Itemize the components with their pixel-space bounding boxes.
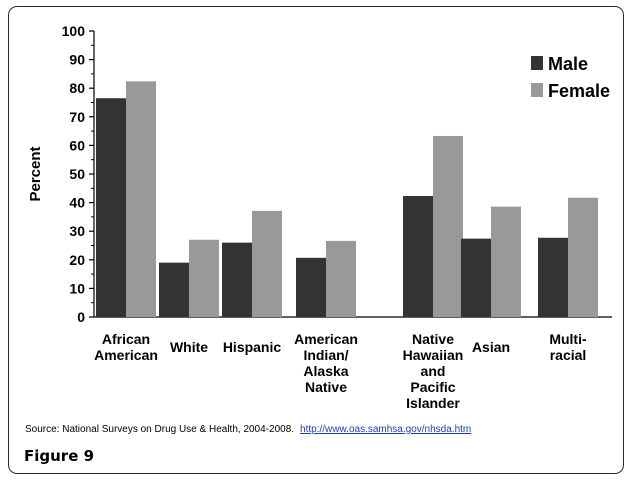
x-category-label-line: American bbox=[294, 331, 358, 347]
bar-male bbox=[96, 98, 126, 318]
bar-male bbox=[461, 238, 491, 317]
figure-label: Figure 9 bbox=[24, 447, 95, 465]
x-category-label: Hispanic bbox=[223, 339, 282, 355]
bar-male bbox=[538, 237, 568, 317]
source-text: Source: National Surveys on Drug Use & H… bbox=[25, 424, 295, 435]
y-tick-label: 10 bbox=[69, 280, 85, 296]
x-category-label-line: African bbox=[102, 331, 150, 347]
x-category-label: White bbox=[170, 339, 208, 355]
x-category-label-line: Multi- bbox=[549, 331, 587, 347]
x-category-label-line: Hispanic bbox=[223, 339, 282, 355]
x-category-label-line: Native bbox=[412, 331, 454, 347]
y-tick-label: 20 bbox=[69, 252, 85, 268]
x-category-label: Asian bbox=[472, 339, 510, 355]
chart-bars bbox=[96, 81, 598, 318]
chart-legend: Male Female bbox=[531, 54, 610, 101]
legend-swatch-male bbox=[531, 56, 543, 70]
x-category-label-line: White bbox=[170, 339, 208, 355]
x-category-label: American Indian/Alaska Native bbox=[294, 331, 358, 395]
y-tick-label: 40 bbox=[69, 195, 85, 211]
y-tick-label: 80 bbox=[69, 80, 85, 96]
bar-male bbox=[403, 196, 433, 317]
y-tick-label: 70 bbox=[69, 109, 85, 125]
x-category-label-line: racial bbox=[550, 347, 587, 363]
legend-label-male: Male bbox=[548, 54, 588, 74]
x-category-label-line: Native bbox=[305, 379, 347, 395]
x-category-label: Multi-racial bbox=[549, 331, 587, 363]
y-tick-label: 60 bbox=[69, 137, 85, 153]
bar-female bbox=[126, 81, 156, 317]
source-link[interactable]: http://www.oas.samhsa.gov/nhsda.htm bbox=[300, 424, 472, 435]
bar-female bbox=[326, 240, 356, 317]
bar-male bbox=[296, 257, 326, 317]
bar-female bbox=[491, 206, 521, 317]
bar-male bbox=[222, 242, 252, 317]
y-tick-label: 90 bbox=[69, 52, 85, 68]
chart-labels: African American White Hispanic American Indi… bbox=[94, 331, 587, 411]
x-category-label-line: Pacific bbox=[410, 379, 455, 395]
x-category-label-line: American bbox=[94, 347, 158, 363]
x-category-label-line: Hawaiian bbox=[403, 347, 464, 363]
x-category-label-line: Alaska bbox=[303, 363, 348, 379]
legend-label-female: Female bbox=[548, 81, 610, 101]
source-note: Source: National Surveys on Drug Use & H… bbox=[25, 424, 471, 435]
bar-female bbox=[252, 210, 282, 317]
x-category-label-line: Islander bbox=[406, 395, 460, 411]
y-tick-label: 0 bbox=[77, 309, 85, 325]
x-category-label-line: Asian bbox=[472, 339, 510, 355]
bar-female bbox=[433, 135, 463, 317]
bar-male bbox=[159, 262, 189, 317]
y-tick-label: 30 bbox=[69, 223, 85, 239]
x-category-label: Native Hawaiian and Pacific Islander bbox=[403, 331, 464, 411]
y-tick-label: 100 bbox=[62, 23, 86, 39]
y-tick-label: 50 bbox=[69, 166, 85, 182]
y-axis-title: Percent bbox=[27, 146, 44, 201]
bar-female bbox=[189, 239, 219, 317]
x-category-label-line: and bbox=[421, 363, 446, 379]
x-category-label: African American bbox=[94, 331, 158, 363]
bar-female bbox=[568, 197, 598, 317]
legend-swatch-female bbox=[531, 83, 543, 97]
x-category-label-line: Indian/ bbox=[303, 347, 348, 363]
